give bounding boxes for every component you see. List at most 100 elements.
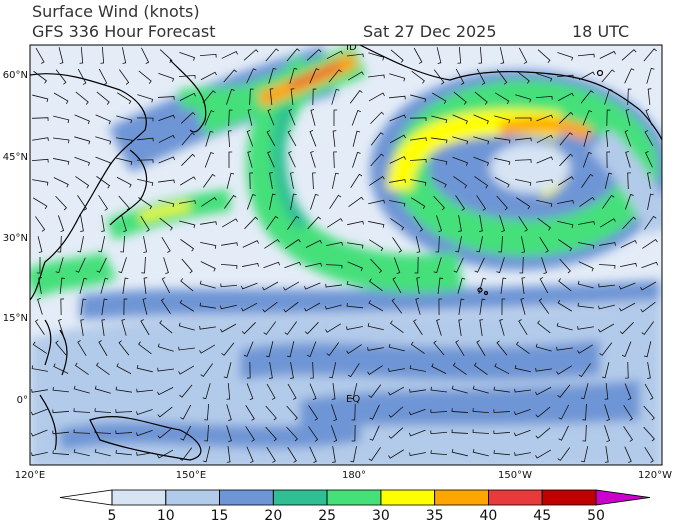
wind-barb	[137, 178, 154, 186]
wind-barb	[389, 73, 406, 82]
wind-barb	[370, 258, 383, 274]
wind-barb	[59, 277, 66, 294]
wind-barb	[558, 176, 574, 186]
wind-barb	[389, 179, 406, 183]
wind-barb	[304, 321, 319, 335]
wind-barb	[178, 365, 195, 375]
wind-barbs	[31, 46, 658, 463]
wind-barb	[577, 326, 594, 330]
wind-barb	[157, 449, 174, 459]
wind-barb	[453, 91, 467, 105]
wind-barb	[200, 261, 216, 272]
wind-barb	[119, 69, 130, 85]
wind-barb	[453, 176, 468, 189]
wind-barb	[226, 425, 232, 442]
wind-barb	[535, 95, 553, 100]
wind-barb	[535, 406, 551, 418]
wind-barb	[437, 277, 444, 294]
wind-barb	[578, 242, 595, 249]
map: EQ ID	[30, 45, 662, 465]
colorbar-segment	[272, 489, 328, 506]
wind-barb	[95, 136, 112, 145]
wind-barb	[32, 94, 49, 103]
wind-barb	[390, 49, 404, 63]
wind-barb	[557, 52, 574, 61]
wind-barb	[473, 156, 490, 166]
wind-barb	[157, 427, 173, 439]
wind-barb	[516, 197, 531, 210]
wind-barb	[452, 362, 467, 375]
colorbar-segment	[111, 489, 167, 506]
wind-barb	[181, 153, 196, 166]
wind-barb	[163, 257, 169, 274]
wind-barb	[159, 217, 173, 231]
wind-barb	[284, 321, 298, 336]
wind-barb	[74, 156, 91, 166]
wind-barb	[388, 427, 404, 439]
wind-barb	[598, 323, 615, 333]
wind-barb	[35, 216, 46, 232]
wind-barb	[647, 193, 654, 210]
wind-barb	[31, 158, 49, 163]
wind-barb	[199, 302, 216, 309]
wind-barb	[642, 238, 658, 249]
wind-barb	[287, 130, 297, 147]
wind-barb	[265, 426, 277, 442]
colorbar-tick-label: 30	[372, 508, 390, 524]
wind-barb	[74, 136, 91, 145]
wind-barb	[249, 88, 254, 106]
wind-barb	[94, 385, 111, 394]
wind-barb	[265, 341, 274, 358]
wind-barb	[368, 52, 385, 61]
wind-barb	[96, 176, 111, 189]
wind-barb	[390, 218, 405, 231]
wind-barb	[455, 68, 465, 85]
colorbar-tick-label: 15	[211, 508, 229, 524]
wind-barb	[140, 216, 150, 232]
wind-barb	[346, 280, 363, 289]
wind-barb	[53, 177, 69, 188]
wind-barb	[312, 88, 317, 106]
wind-barb	[519, 256, 524, 274]
wind-barb	[604, 88, 613, 105]
wind-barb	[73, 429, 91, 434]
wind-barb	[347, 71, 364, 81]
wind-barb	[494, 177, 510, 188]
wind-barb	[266, 383, 276, 400]
wind-barb	[409, 365, 426, 372]
wind-barb	[53, 115, 70, 124]
wind-barb	[179, 51, 196, 61]
wind-barb	[536, 156, 553, 164]
wind-barb	[266, 446, 276, 463]
wind-barb	[179, 384, 193, 398]
wind-barb	[389, 114, 406, 122]
wind-barb	[493, 386, 510, 393]
wind-barb	[535, 343, 552, 352]
wind-barb	[287, 383, 297, 400]
wind-barb	[138, 70, 152, 84]
wind-barb	[265, 405, 277, 421]
wind-barb	[180, 111, 196, 124]
wind-barb	[476, 195, 486, 211]
wind-barb	[310, 151, 316, 168]
wind-barb	[269, 172, 273, 189]
wind-barb	[309, 446, 317, 463]
wind-barb	[578, 363, 591, 378]
wind-barb	[416, 277, 420, 294]
wind-barb	[247, 151, 253, 168]
wind-barb	[180, 404, 192, 420]
wind-barb	[514, 409, 531, 416]
wind-barb	[181, 258, 193, 274]
wind-barb	[493, 409, 511, 413]
wind-barb	[141, 256, 146, 274]
wind-barb	[599, 218, 616, 228]
wind-barb	[201, 197, 217, 207]
wind-barb	[494, 137, 511, 144]
wind-barb	[433, 69, 445, 85]
wind-barb	[556, 346, 573, 351]
wind-barb	[433, 340, 445, 356]
wind-barb	[389, 134, 406, 144]
wind-barb	[369, 425, 380, 441]
wind-barb	[368, 384, 382, 398]
wind-barb	[286, 341, 295, 358]
